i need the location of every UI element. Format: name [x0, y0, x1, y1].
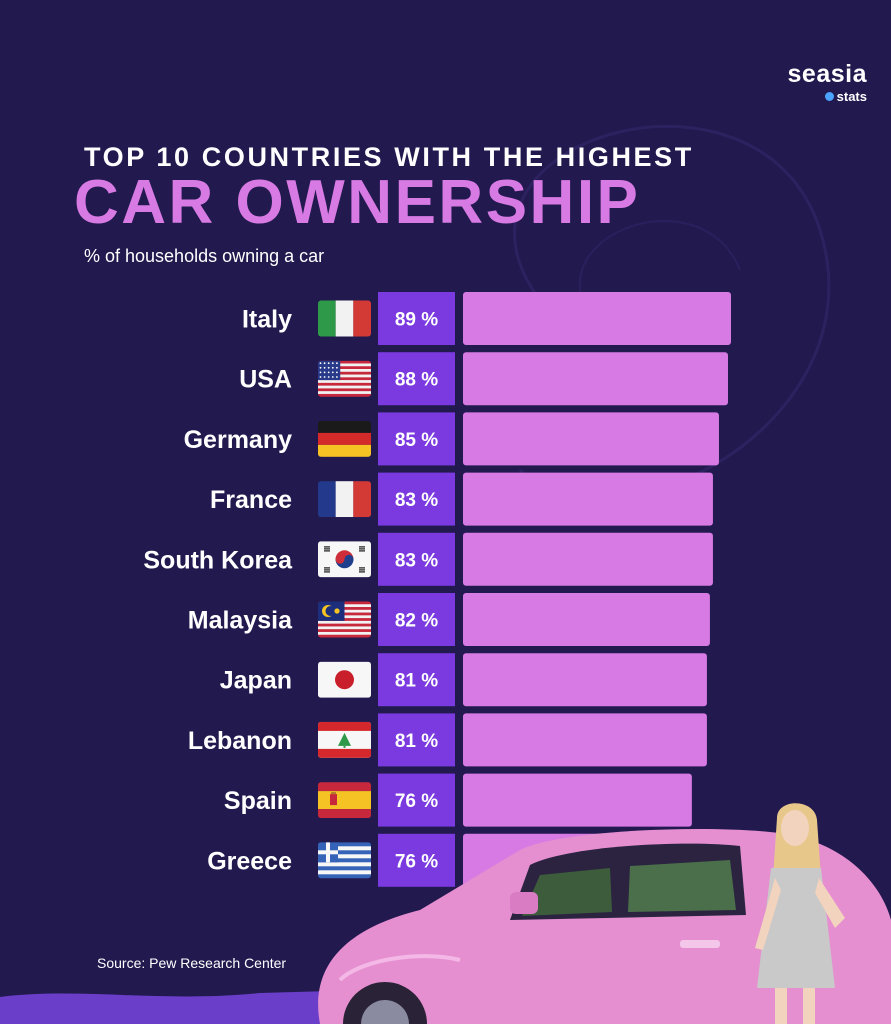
- value-box: [378, 713, 455, 767]
- bar: [463, 653, 707, 707]
- data-label: 81 %: [395, 671, 438, 692]
- chart-subtitle: % of households owning a car: [84, 246, 325, 266]
- bar: [463, 713, 707, 767]
- country-label: USA: [239, 366, 292, 394]
- country-label: Lebanon: [188, 727, 292, 755]
- value-box: [378, 292, 455, 345]
- brand-dot-icon: [824, 92, 834, 101]
- data-label: 81 %: [395, 731, 438, 752]
- value-box: [378, 412, 455, 466]
- bar: [463, 593, 710, 646]
- germany-flag-icon: [318, 420, 371, 457]
- value-box: [378, 532, 455, 586]
- value-box: [378, 352, 455, 406]
- brand-sub-label: stats: [836, 88, 867, 104]
- data-label: 83 %: [395, 550, 438, 571]
- country-label: Malaysia: [188, 607, 293, 635]
- data-label: 89 %: [395, 310, 438, 331]
- value-box: [378, 833, 455, 887]
- usa-flag-icon: [318, 360, 371, 397]
- country-label: Greece: [207, 847, 292, 875]
- bar: [463, 532, 713, 586]
- title-top: TOP 10 COUNTRIES WITH THE HIGHEST: [84, 142, 694, 172]
- malaysia-flag-icon: [318, 601, 371, 638]
- data-label: 82 %: [395, 611, 438, 632]
- data-label: 85 %: [395, 430, 438, 451]
- bar: [463, 472, 713, 526]
- brand-sub: stats: [824, 88, 867, 105]
- country-label: Spain: [224, 787, 292, 815]
- lebanon-flag-icon: [318, 721, 371, 758]
- brand-logo: seasia stats: [788, 60, 867, 106]
- pink-car-illustration: [318, 829, 891, 1024]
- value-box: [378, 593, 455, 646]
- value-box: [378, 653, 455, 707]
- country-label: Italy: [242, 306, 292, 334]
- bar: [463, 773, 692, 827]
- bar: [463, 412, 719, 466]
- data-label: 76 %: [395, 851, 438, 872]
- bar: [463, 292, 731, 345]
- greece-flag-icon: [318, 842, 371, 879]
- person-illustration: [755, 803, 845, 1024]
- bar: [463, 352, 728, 406]
- spain-flag-icon: [318, 782, 371, 819]
- country-label: South Korea: [143, 546, 293, 574]
- value-box: [378, 773, 455, 827]
- brand-name: seasia: [787, 60, 867, 88]
- country-label: Germany: [184, 426, 292, 454]
- france-flag-icon: [318, 481, 371, 518]
- data-label: 76 %: [395, 791, 438, 812]
- country-label: France: [210, 486, 292, 514]
- data-label: 88 %: [395, 370, 438, 391]
- value-box: [378, 472, 455, 526]
- japan-flag-icon: [318, 661, 371, 698]
- italy-flag-icon: [318, 300, 371, 337]
- bottom-strip: [0, 991, 330, 1024]
- page-title: CAR OWNERSHIP: [74, 168, 641, 237]
- country-label: Japan: [220, 667, 292, 695]
- source-note: Source: Pew Research Center: [97, 955, 287, 971]
- data-label: 83 %: [395, 490, 438, 511]
- south-korea-flag-icon: [318, 541, 371, 578]
